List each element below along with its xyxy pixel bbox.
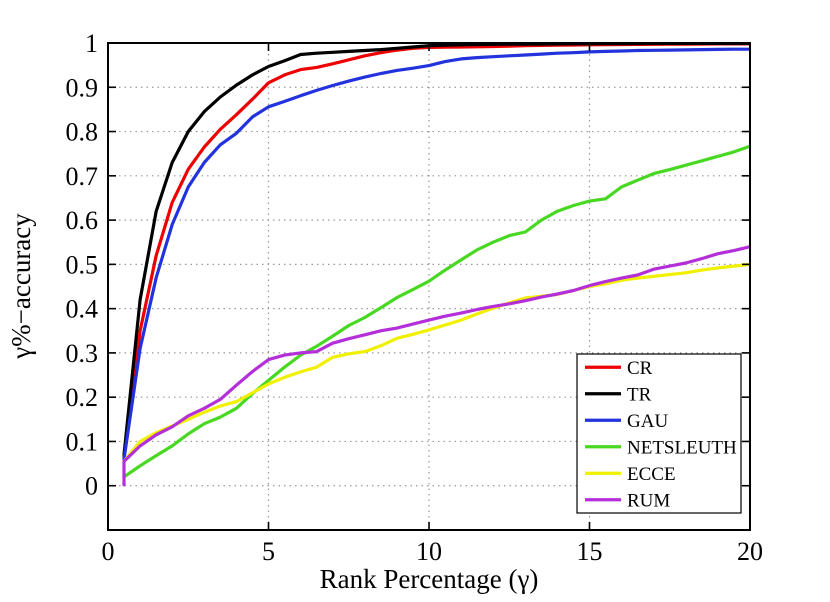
legend-box [576,353,742,514]
x-tick-label: 15 [577,537,603,566]
x-axis-tick-labels: 0 5 10 15 20 [102,537,764,566]
legend-item-ecce: ECCE [585,464,676,485]
legend-item-tr: TR [585,384,652,405]
legend-label: TR [627,384,652,405]
axis-ticks [107,42,751,530]
y-tick-label: 0.8 [66,118,99,147]
legend-label: NETSLEUTH [627,437,737,458]
curve-netsleuth [122,144,750,479]
y-tick-label: 0.2 [66,383,99,412]
legend-item-cr: CR [585,358,653,379]
x-axis-title: Rank Percentage (γ) [320,564,539,594]
y-tick-label: 0.3 [66,339,99,368]
y-axis-title: γ%−accuracy [6,213,36,360]
legend-item-gau: GAU [585,411,668,432]
y-tick-label: 0 [85,472,98,501]
legend-item-rum: RUM [585,490,670,511]
y-tick-label: 0.6 [66,206,99,235]
y-tick-label: 0.5 [66,250,99,279]
x-tick-label: 10 [416,537,442,566]
curve-gau [122,47,750,461]
legend-item-netsleuth: NETSLEUTH [585,437,737,458]
curve-rum [122,245,750,487]
y-tick-label: 1 [85,29,98,58]
y-axis-tick-labels: 0 0.1 0.2 0.3 0.4 0.5 0.6 0.7 0.8 0.9 1 [66,29,99,501]
legend-label: ECCE [627,464,676,485]
y-tick-label: 0.7 [66,162,99,191]
curve-ecce [122,262,750,463]
legend-label: CR [627,358,653,379]
x-tick-label: 20 [737,537,763,566]
x-tick-label: 0 [102,537,115,566]
legend-label: RUM [627,490,670,511]
y-tick-label: 0.4 [66,295,99,324]
legend-label: GAU [627,411,668,432]
x-tick-label: 5 [262,537,275,566]
y-tick-label: 0.1 [66,427,99,456]
legend: CR TR GAU NETSLEUTH ECCE RUM [576,353,742,514]
y-tick-label: 0.9 [66,73,99,102]
